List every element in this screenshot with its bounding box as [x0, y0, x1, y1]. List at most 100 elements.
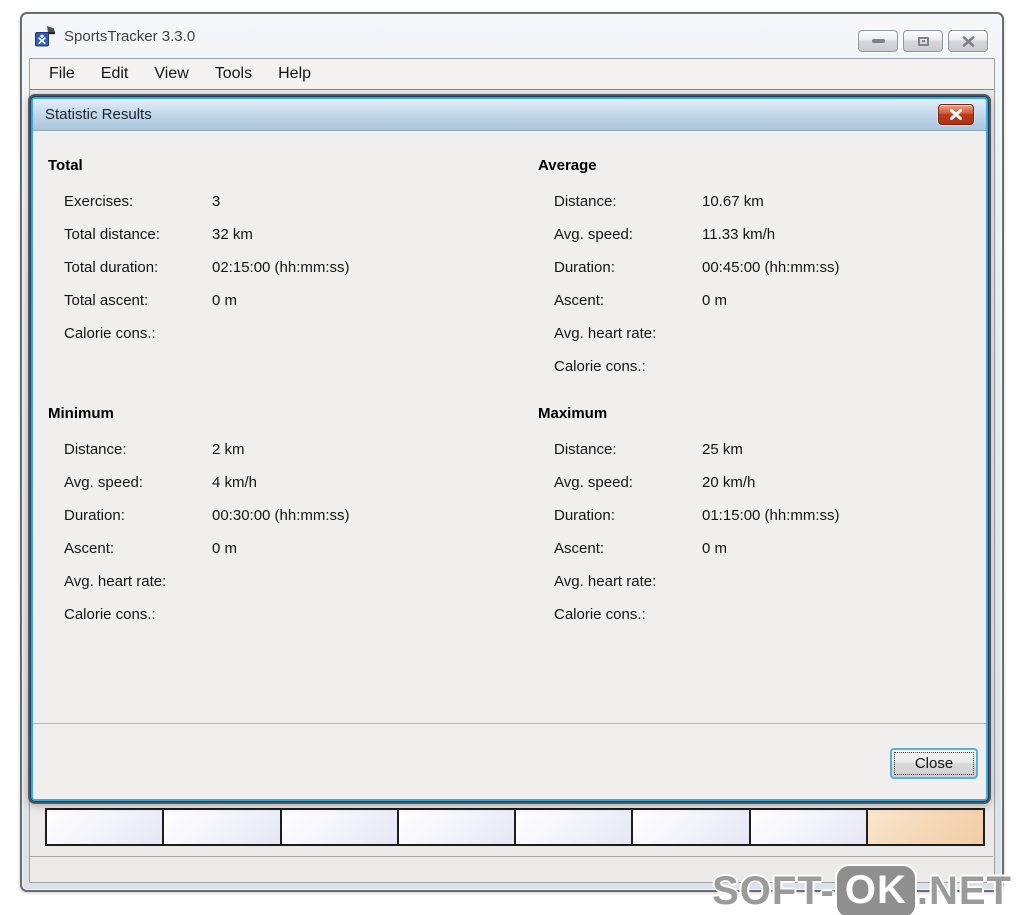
section-heading: Maximum — [538, 405, 608, 422]
stat-row: Total distance: 32 km — [48, 218, 350, 251]
watermark: SOFT- OK .NET — [712, 866, 1012, 915]
watermark-text: SOFT- — [712, 869, 835, 913]
section-heading: Minimum — [48, 405, 114, 422]
stat-label: Distance: — [554, 441, 617, 458]
stat-label: Exercises: — [64, 193, 134, 210]
table-cell[interactable] — [45, 808, 164, 846]
minimize-icon — [871, 39, 885, 43]
stat-label: Distance: — [64, 441, 127, 458]
stat-value: 3 — [212, 193, 221, 210]
window-controls — [858, 30, 988, 52]
table-cell[interactable] — [632, 808, 750, 846]
table-cell[interactable] — [397, 808, 515, 846]
window-titlebar[interactable]: SportsTracker 3.3.0 — [22, 14, 1002, 58]
stat-row: Avg. speed: 11.33 km/h — [538, 218, 840, 251]
stat-label: Avg. heart rate: — [554, 573, 657, 590]
stat-label: Total distance: — [64, 226, 160, 243]
stat-label: Ascent: — [554, 540, 605, 557]
stat-row: Total duration: 02:15:00 (hh:mm:ss) — [48, 251, 350, 284]
stat-label: Avg. heart rate: — [554, 325, 657, 342]
close-window-button[interactable] — [948, 30, 988, 52]
window-title: SportsTracker 3.3.0 — [64, 27, 196, 45]
stat-label: Total ascent: — [64, 292, 149, 309]
stat-value: 0 m — [702, 540, 728, 557]
close-button[interactable]: Close — [890, 748, 978, 779]
menu-view[interactable]: View — [154, 65, 189, 82]
stat-label: Distance: — [554, 193, 617, 210]
stat-value: 00:30:00 (hh:mm:ss) — [212, 507, 350, 524]
stat-value: 4 km/h — [212, 474, 258, 491]
close-icon — [950, 109, 962, 120]
stat-label: Calorie cons.: — [554, 606, 646, 623]
watermark-badge: OK — [836, 866, 915, 915]
stat-label: Calorie cons.: — [64, 606, 156, 623]
app-icon — [35, 26, 55, 47]
stat-value: 10.67 km — [702, 193, 764, 210]
stat-value: 11.33 km/h — [702, 226, 776, 243]
stat-row: Duration: 01:15:00 (hh:mm:ss) — [538, 499, 840, 532]
stat-row: Duration: 00:30:00 (hh:mm:ss) — [48, 499, 350, 532]
stat-label: Avg. speed: — [554, 474, 633, 491]
menu-bar: File Edit View Tools Help — [30, 59, 994, 90]
section-average: Average Distance: 10.67 km Avg. speed: 1… — [538, 157, 840, 383]
maximize-icon — [917, 36, 929, 46]
stat-row: Calorie cons.: — [538, 598, 840, 631]
stat-label: Duration: — [554, 259, 615, 276]
statistic-results-dialog: Statistic Results Total Exercises: 3 — [28, 94, 991, 804]
section-total: Total Exercises: 3 Total distance: 32 km… — [48, 157, 350, 350]
stat-label: Duration: — [554, 507, 615, 524]
stat-row: Ascent: 0 m — [538, 284, 840, 317]
stat-label: Duration: — [64, 507, 125, 524]
stat-row: Ascent: 0 m — [48, 532, 350, 565]
table-cell[interactable] — [749, 808, 867, 846]
watermark-text: .NET — [916, 869, 1012, 913]
stat-label: Ascent: — [64, 540, 115, 557]
maximize-button[interactable] — [903, 30, 943, 52]
stat-row: Avg. heart rate: — [538, 565, 840, 598]
stat-label: Avg. speed: — [554, 226, 633, 243]
stat-value: 0 m — [212, 292, 238, 309]
stat-row: Avg. heart rate: — [538, 317, 840, 350]
background-table-row — [45, 808, 985, 846]
stat-label: Ascent: — [554, 292, 605, 309]
stat-row: Calorie cons.: — [48, 598, 350, 631]
stat-value: 32 km — [212, 226, 253, 243]
close-icon — [962, 35, 974, 47]
menu-file[interactable]: File — [49, 65, 75, 82]
table-cell[interactable] — [163, 808, 281, 846]
dialog-title: Statistic Results — [45, 106, 152, 123]
stat-label: Avg. heart rate: — [64, 573, 167, 590]
stat-value: 02:15:00 (hh:mm:ss) — [212, 259, 350, 276]
stat-value: 2 km — [212, 441, 245, 458]
menu-edit[interactable]: Edit — [100, 65, 129, 82]
stat-row: Ascent: 0 m — [538, 532, 840, 565]
stat-label: Avg. speed: — [64, 474, 143, 491]
stat-row: Avg. heart rate: — [48, 565, 350, 598]
stat-row: Distance: 10.67 km — [538, 185, 840, 218]
stat-row: Distance: 2 km — [48, 433, 350, 466]
stat-row: Calorie cons.: — [538, 350, 840, 383]
section-heading: Average — [538, 157, 597, 174]
menu-help[interactable]: Help — [278, 65, 312, 82]
minimize-button[interactable] — [858, 30, 898, 52]
section-heading: Total — [48, 157, 83, 174]
table-cell[interactable] — [515, 808, 633, 846]
menu-tools[interactable]: Tools — [214, 65, 253, 82]
stat-label: Calorie cons.: — [64, 325, 156, 342]
dialog-content: Total Exercises: 3 Total distance: 32 km… — [33, 131, 986, 723]
stat-row: Avg. speed: 4 km/h — [48, 466, 350, 499]
table-cell-highlighted[interactable] — [866, 808, 985, 846]
section-minimum: Minimum Distance: 2 km Avg. speed: 4 km/… — [48, 405, 350, 631]
stat-row: Avg. speed: 20 km/h — [538, 466, 840, 499]
dialog-titlebar[interactable]: Statistic Results — [33, 99, 986, 131]
stat-row: Exercises: 3 — [48, 185, 350, 218]
stat-row: Duration: 00:45:00 (hh:mm:ss) — [538, 251, 840, 284]
stat-value: 01:15:00 (hh:mm:ss) — [702, 507, 840, 524]
stat-label: Total duration: — [64, 259, 159, 276]
stat-value: 00:45:00 (hh:mm:ss) — [702, 259, 840, 276]
table-cell[interactable] — [280, 808, 398, 846]
dialog-close-button[interactable] — [938, 104, 974, 125]
stat-value: 0 m — [702, 292, 728, 309]
stat-row: Total ascent: 0 m — [48, 284, 350, 317]
